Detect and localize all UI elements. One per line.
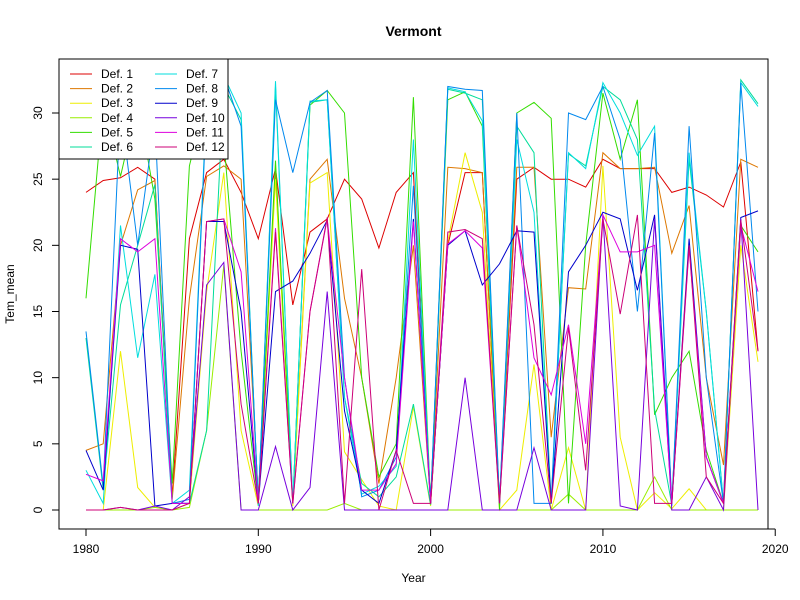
- y-tick-label: 15: [31, 305, 45, 319]
- chart-title: Vermont: [385, 23, 441, 39]
- series-line-def-12: [86, 214, 759, 511]
- y-tick-label: 5: [31, 440, 45, 447]
- legend-label-def-8: Def. 8: [186, 82, 218, 96]
- y-tick-label: 10: [31, 371, 45, 385]
- x-tick-label: 2020: [762, 542, 789, 556]
- series-line-def-8: [85, 74, 759, 507]
- y-tick-label: 20: [31, 238, 45, 252]
- x-axis-title: Year: [401, 571, 425, 585]
- series-line-def-2: [85, 151, 759, 505]
- series-line-def-6: [85, 78, 759, 505]
- x-tick-label: 1980: [73, 542, 100, 556]
- legend-label-def-3: Def. 3: [101, 96, 133, 110]
- y-axis: 0 5 10 15 20 25 30: [31, 106, 60, 513]
- legend-label-def-9: Def. 9: [186, 96, 218, 110]
- legend-label-def-2: Def. 2: [101, 82, 133, 96]
- legend-label-def-10: Def. 10: [186, 111, 225, 125]
- legend-label-def-5: Def. 5: [101, 125, 133, 139]
- y-tick-label: 25: [31, 172, 45, 186]
- legend-label-def-12: Def. 12: [186, 140, 225, 154]
- legend-label-def-7: Def. 7: [186, 67, 218, 81]
- legend-label-def-11: Def. 11: [186, 125, 224, 139]
- legend-box: [58, 58, 229, 160]
- y-tick-label: 30: [31, 106, 45, 120]
- legend-label-def-6: Def. 6: [101, 140, 133, 154]
- legend-label-def-4: Def. 4: [101, 111, 133, 125]
- x-tick-label: 1990: [245, 542, 272, 556]
- x-axis: 1980 1990 2000 2010 2020: [73, 528, 789, 556]
- x-tick-label: 2010: [590, 542, 617, 556]
- y-axis-title: Tem_mean: [3, 264, 17, 323]
- y-tick-label: 0: [31, 506, 45, 513]
- x-tick-label: 2000: [417, 542, 444, 556]
- legend-label-def-1: Def. 1: [101, 67, 133, 81]
